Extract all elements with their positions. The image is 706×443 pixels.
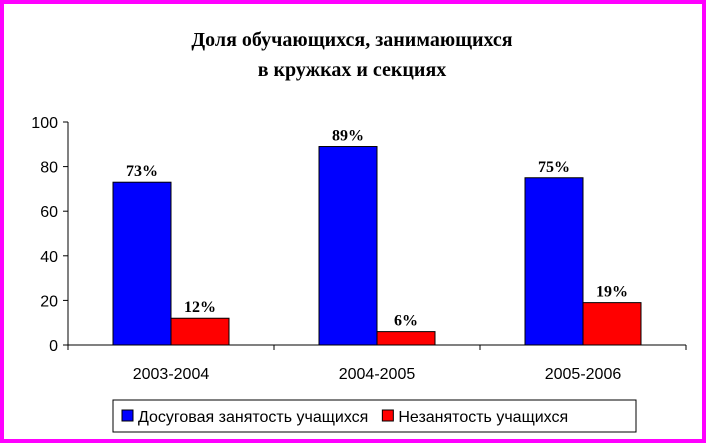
x-tick-label: 2004-2005 (339, 366, 416, 383)
data-label: 75% (538, 159, 570, 176)
y-tick-label: 80 (40, 160, 58, 177)
x-tick-label: 2003-2004 (133, 366, 210, 383)
legend: Досуговая занятость учащихся Незанятость … (112, 399, 637, 433)
bar-busy-2005-2006 (524, 177, 584, 346)
data-label: 73% (126, 163, 158, 180)
data-label: 89% (332, 128, 364, 145)
legend-box (112, 399, 637, 433)
chart-title: Доля обучающихся, занимающихся в кружках… (191, 29, 512, 81)
chart-title-line-2: в кружках и секциях (258, 59, 447, 81)
x-tick-label: 2005-2006 (545, 366, 622, 383)
bar-busy-2003-2004 (112, 181, 172, 346)
legend-swatch (381, 409, 394, 422)
bar-idle-2004-2005 (376, 331, 436, 346)
y-tick-label: 100 (31, 115, 58, 132)
legend-label: Незанятость учащихся (398, 409, 568, 426)
y-tick-label: 0 (49, 338, 58, 355)
data-label: 6% (394, 313, 418, 330)
bar-idle-2003-2004 (170, 317, 230, 346)
data-label: 12% (184, 299, 216, 316)
bar-idle-2005-2006 (582, 302, 642, 346)
chart-title-line-1: Доля обучающихся, занимающихся (191, 29, 512, 51)
legend-swatch (121, 409, 134, 422)
y-tick-label: 40 (40, 249, 58, 266)
legend-label: Досуговая занятость учащихся (138, 409, 368, 426)
bar-busy-2004-2005 (318, 146, 378, 346)
plot-area: 0 20 40 60 80 100 73% 12% 2003-2004 89% 6% 2004-200… (31, 115, 687, 383)
data-label: 19% (596, 284, 628, 301)
y-tick-label: 60 (40, 204, 58, 221)
y-tick-label: 20 (40, 293, 58, 310)
